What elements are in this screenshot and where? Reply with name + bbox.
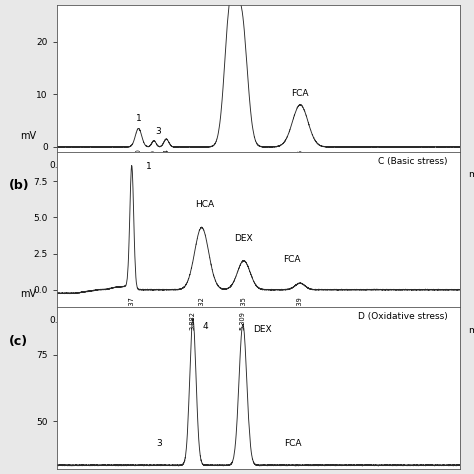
Text: DEX: DEX — [234, 234, 253, 243]
Text: 1: 1 — [136, 114, 141, 123]
Text: 4.132: 4.132 — [199, 296, 205, 315]
Text: 3.882: 3.882 — [190, 311, 196, 330]
Text: min: min — [468, 170, 474, 179]
Text: 6.939: 6.939 — [297, 296, 303, 315]
Text: FCA: FCA — [283, 255, 301, 264]
Text: 4: 4 — [202, 322, 208, 331]
Text: (b): (b) — [9, 179, 29, 192]
Text: 5.309: 5.309 — [240, 311, 246, 330]
Text: C (Basic stress): C (Basic stress) — [378, 157, 447, 166]
Text: 2.137: 2.137 — [129, 296, 135, 315]
Text: FCA: FCA — [284, 439, 302, 448]
Text: mV: mV — [21, 289, 37, 299]
Text: 2.330: 2.330 — [136, 148, 142, 167]
Text: 2.769: 2.769 — [151, 148, 157, 167]
Text: mV: mV — [21, 131, 37, 141]
Text: 3: 3 — [155, 128, 161, 137]
Text: 5.335: 5.335 — [241, 296, 247, 315]
Text: min: min — [468, 326, 474, 335]
Text: 3.124: 3.124 — [164, 148, 169, 167]
Text: 1: 1 — [146, 162, 152, 171]
Text: 3: 3 — [157, 439, 163, 448]
Text: D (Oxidative stress): D (Oxidative stress) — [358, 312, 447, 321]
Text: DEX: DEX — [253, 325, 272, 334]
Text: FCA: FCA — [292, 90, 309, 99]
Text: (c): (c) — [9, 335, 27, 348]
Text: HCA: HCA — [195, 200, 214, 209]
Text: 6.946: 6.946 — [297, 148, 303, 167]
